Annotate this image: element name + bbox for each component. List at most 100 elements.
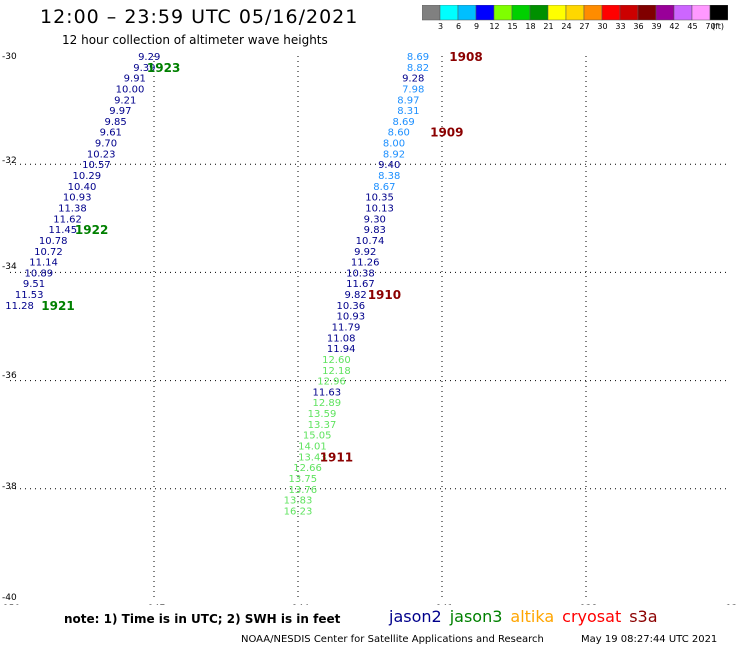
- y-tick-label: -36: [2, 371, 17, 381]
- colorbar-label: 15: [507, 22, 518, 31]
- legend-jason2: jason2: [389, 607, 442, 626]
- wave-height-value: 9.39: [133, 63, 155, 74]
- wave-height-value: 10.93: [336, 312, 365, 323]
- wave-height-value: 11.79: [332, 323, 361, 334]
- wave-height-value: 9.30: [364, 214, 386, 225]
- wave-height-value: 10.29: [72, 171, 101, 182]
- map-title: 12:00 – 23:59 UTC 05/16/2021: [40, 6, 359, 28]
- y-tick-label: -40: [2, 593, 17, 603]
- colorbar-label: 70: [705, 22, 716, 31]
- colorbar-label: 30: [597, 22, 608, 31]
- wave-height-value: 9.61: [100, 128, 122, 139]
- wave-height-value: 10.57: [82, 160, 111, 171]
- wave-height-value: 8.69: [407, 52, 429, 63]
- wave-height-value: 11.53: [15, 290, 44, 301]
- x-tick-label: -141: [433, 604, 453, 605]
- wave-height-value: 8.82: [407, 63, 429, 74]
- wave-height-value: 9.83: [364, 225, 386, 236]
- wave-height-value: 8.38: [378, 171, 400, 182]
- wave-height-value: 12.60: [322, 355, 351, 366]
- wave-height-value: 11.94: [327, 344, 356, 355]
- wave-height-value: 8.60: [388, 128, 410, 139]
- colorbar-label: 36: [633, 22, 644, 31]
- wave-height-value: 8.00: [383, 139, 405, 150]
- wave-height-value: 9.82: [344, 290, 366, 301]
- wave-height-value: 9.92: [354, 247, 376, 258]
- x-tick-label: -147: [145, 604, 165, 605]
- y-tick-label: -30: [2, 52, 17, 62]
- wave-height-value: 13.59: [308, 409, 337, 420]
- pass-time-label: 1921: [41, 299, 74, 313]
- wave-height-value: 10.40: [68, 182, 97, 193]
- wave-height-value: 9.40: [378, 160, 400, 171]
- colorbar-label: 21: [543, 22, 554, 31]
- wave-height-value: 11.14: [29, 258, 58, 269]
- y-tick-label: -32: [2, 156, 17, 166]
- legend-s3a: s3a: [629, 607, 658, 626]
- x-tick-label: -144: [289, 604, 310, 605]
- colorbar-label: 42: [669, 22, 680, 31]
- wave-height-value: 10.38: [346, 268, 375, 279]
- pass-time-label: 1911: [320, 450, 353, 464]
- wave-height-value: 15.05: [303, 431, 332, 442]
- wave-height-value: 12.96: [317, 377, 346, 388]
- wave-height-value: 10.72: [34, 247, 63, 258]
- wave-height-value: 12.89: [312, 398, 341, 409]
- wave-height-value: 7.98: [402, 84, 424, 95]
- legend-altika: altika: [510, 607, 555, 626]
- generated-timestamp: May 19 08:27:44 UTC 2021: [581, 634, 718, 645]
- colorbar-label: 3: [437, 22, 444, 31]
- pass-time-label: 1910: [368, 288, 401, 302]
- wave-height-value: 8.67: [373, 182, 395, 193]
- wave-height-value: 13.76: [288, 485, 317, 496]
- x-tick-label: -150: [0, 604, 20, 605]
- wave-height-value: 10.93: [63, 193, 92, 204]
- wave-height-value: 8.69: [392, 117, 414, 128]
- wave-height-value: 10.74: [356, 236, 385, 247]
- wave-height-value: 9.85: [104, 117, 126, 128]
- wave-height-value: 11.67: [346, 279, 375, 290]
- wave-height-value: 11.28: [5, 301, 34, 312]
- wave-height-value: 10.35: [365, 193, 394, 204]
- colorbar-label: 39: [651, 22, 662, 31]
- pass-time-label: 1909: [430, 126, 463, 140]
- wave-height-value: 11.62: [53, 214, 82, 225]
- wave-height-value: 10.00: [116, 84, 145, 95]
- wave-height-value: 9.21: [114, 95, 136, 106]
- colorbar-label: 6: [455, 22, 462, 31]
- footnote: note: 1) Time is in UTC; 2) SWH is in fe…: [64, 612, 341, 626]
- wave-height-value: 9.29: [138, 52, 160, 63]
- wave-height-value: 10.36: [336, 301, 365, 312]
- credit-line: NOAA/NESDIS Center for Satellite Applica…: [241, 634, 544, 645]
- colorbar-label: 9: [473, 22, 480, 31]
- wave-height-value: 11.08: [327, 333, 356, 344]
- colorbar-label: 27: [579, 22, 590, 31]
- wave-height-value: 8.31: [397, 106, 419, 117]
- wave-height-value: 14.01: [298, 442, 327, 453]
- wave-height-value: 9.91: [124, 74, 146, 85]
- satellite-legend: jason2 jason3 altika cryosat s3a: [389, 607, 666, 626]
- map-subtitle: 12 hour collection of altimeter wave hei…: [62, 33, 328, 47]
- x-tick-label: -13: [723, 604, 738, 605]
- wave-height-value: 11.63: [312, 387, 341, 398]
- pass-time-label: 1908: [449, 50, 482, 64]
- colorbar-swatch: [709, 5, 728, 21]
- wave-height-value: 10.13: [365, 203, 394, 214]
- colorbar-label: 33: [615, 22, 626, 31]
- legend-jason3: jason3: [449, 607, 503, 626]
- wave-height-value: 9.97: [109, 106, 131, 117]
- wave-height-value: 13.75: [288, 474, 317, 485]
- wave-height-value: 9.28: [402, 74, 424, 85]
- wave-height-value: 13.83: [284, 496, 313, 507]
- wave-height-value: 9.70: [95, 139, 117, 150]
- colorbar-label: 12: [489, 22, 500, 31]
- wave-height-value: 9.51: [23, 279, 45, 290]
- wave-height-value: 13.37: [308, 420, 337, 431]
- wave-height-value: 12.66: [293, 463, 322, 474]
- colorbar-label: 18: [525, 22, 536, 31]
- wave-height-value: 11.38: [58, 203, 87, 214]
- wave-height-value: 16.23: [284, 506, 313, 517]
- colorbar: [422, 5, 728, 21]
- colorbar-label: 45: [687, 22, 698, 31]
- wave-height-value: 11.26: [351, 258, 380, 269]
